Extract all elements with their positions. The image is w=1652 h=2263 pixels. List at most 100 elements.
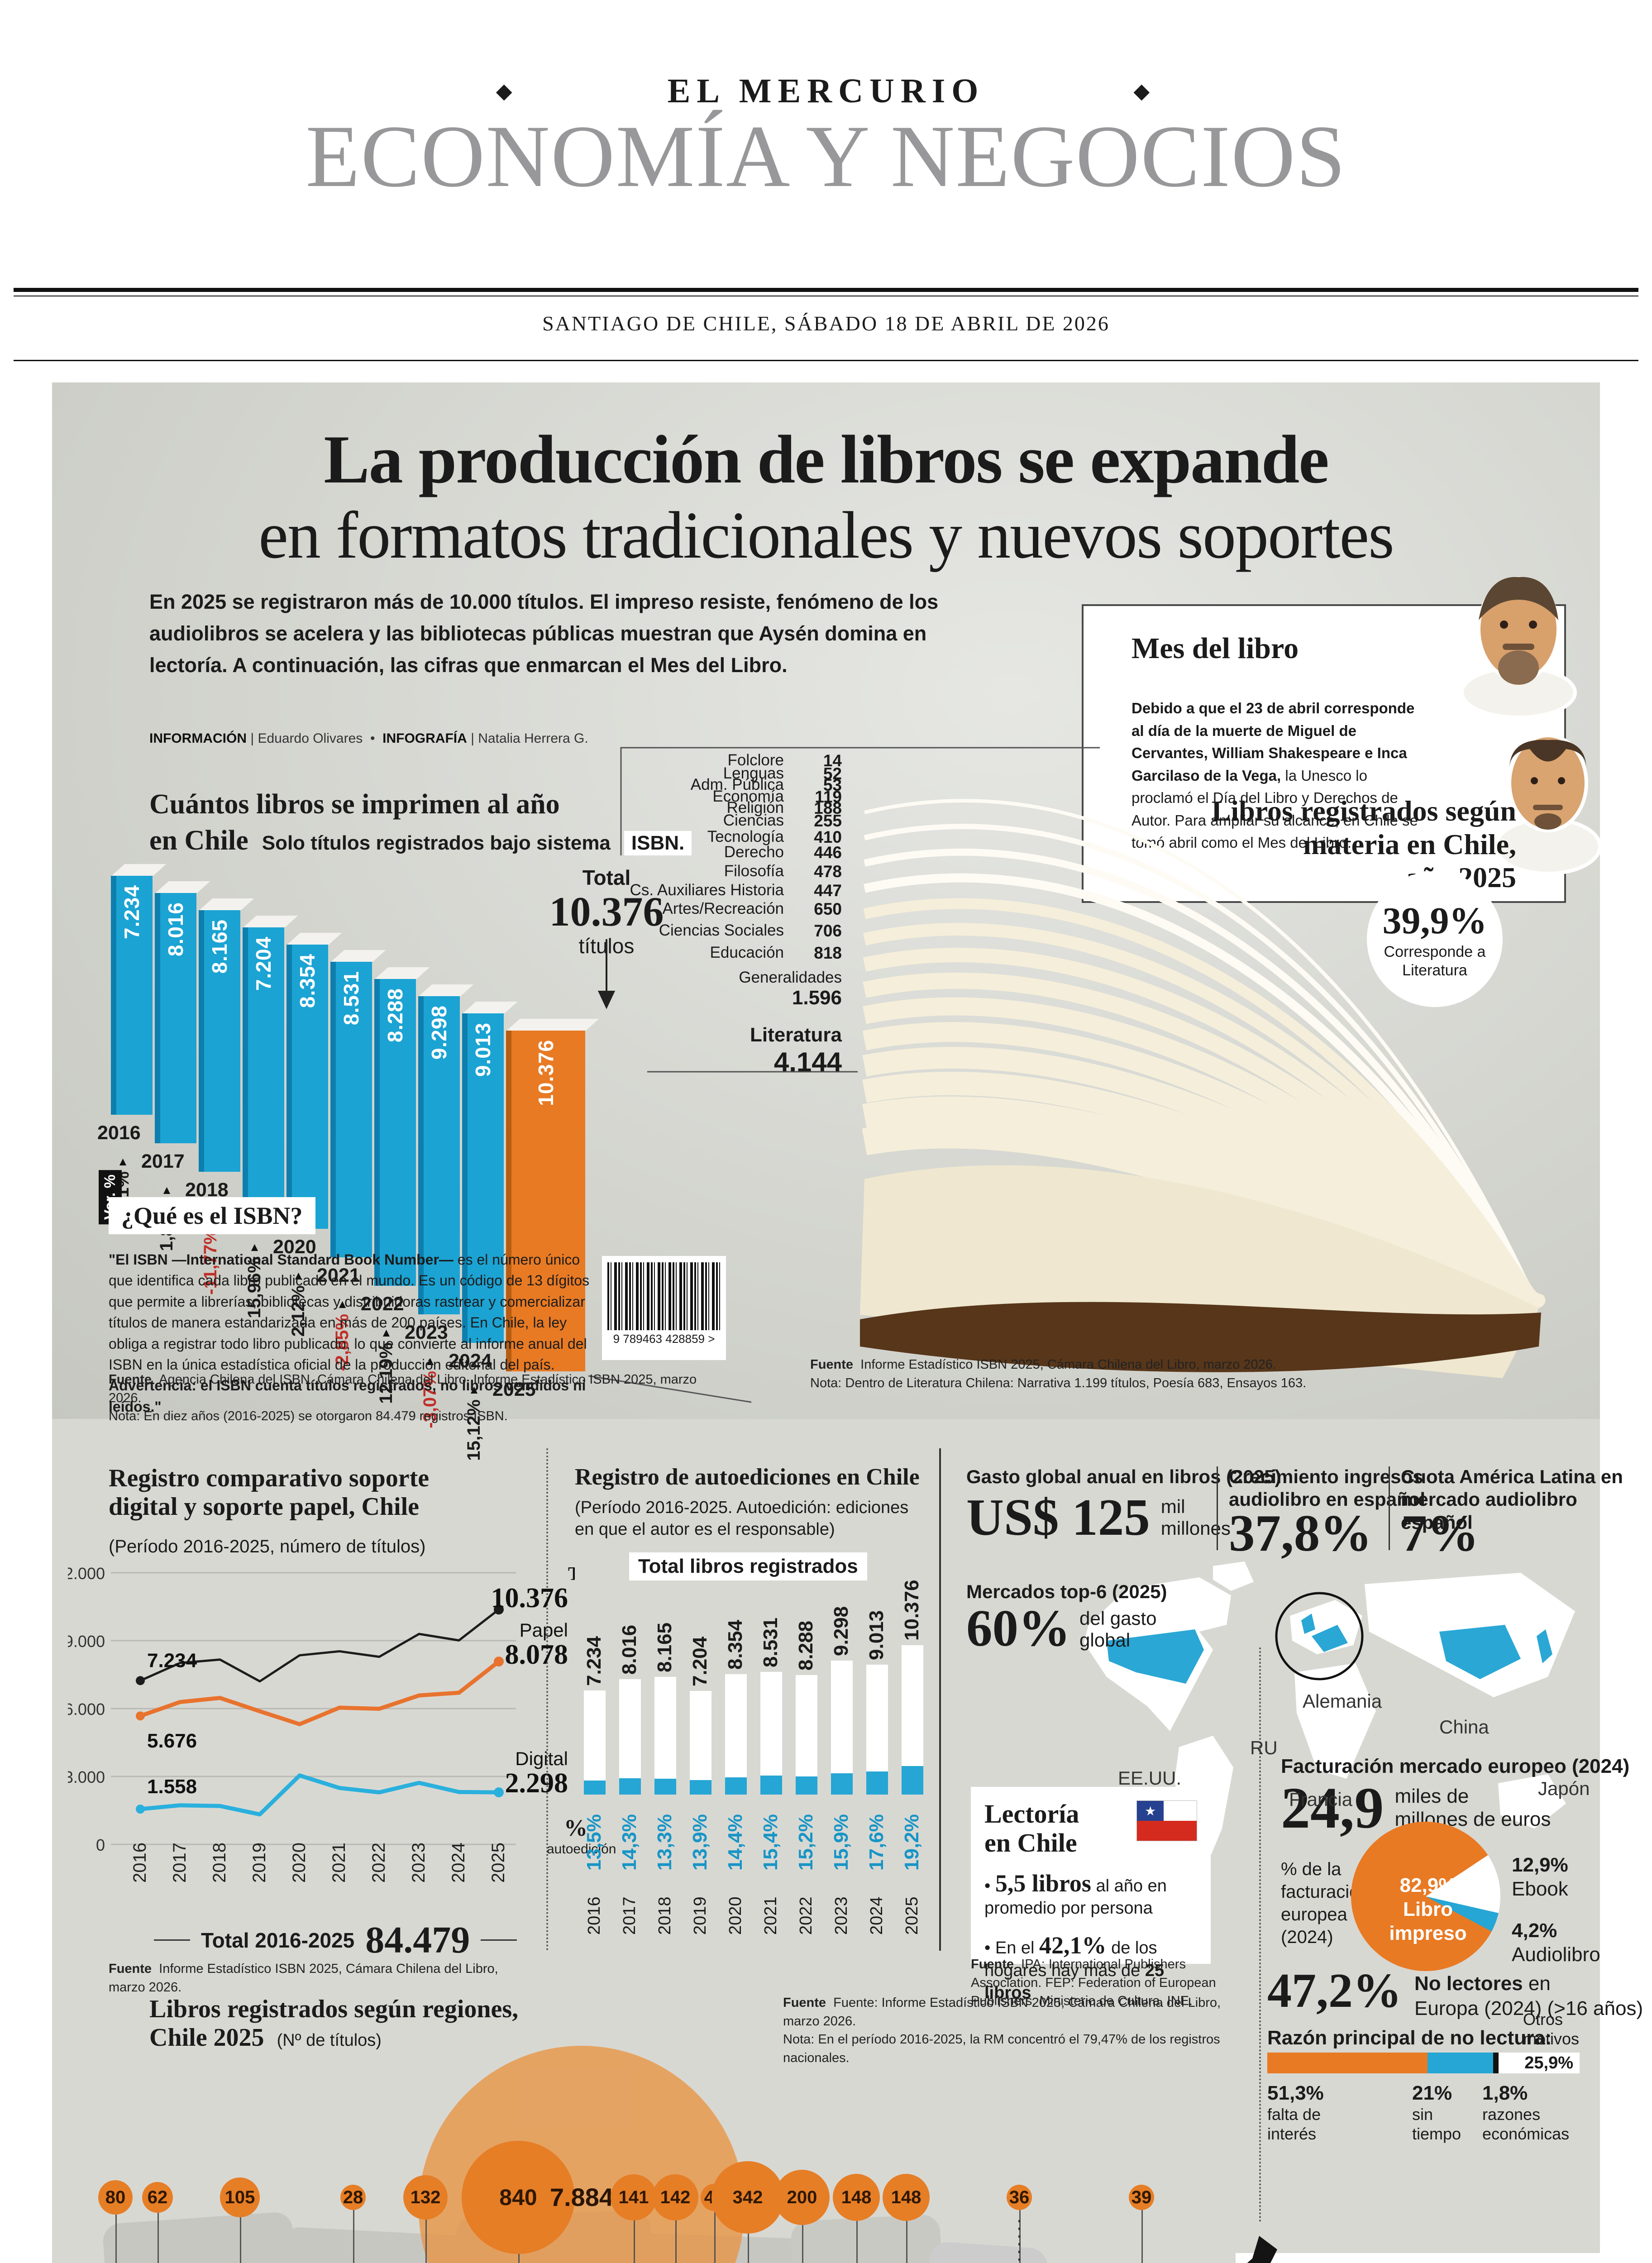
materia-row-10: Artes/Recreación 650 <box>616 900 842 919</box>
materia-label: Ciencias Sociales <box>659 921 784 939</box>
total-value: 10.376 <box>549 888 664 935</box>
razon-word: falta de <box>1267 2105 1321 2124</box>
fuente-text: Agencia Chilena del ISBN, Cámara Chilena… <box>109 1372 697 1405</box>
byline: INFORMACIÓN | Eduardo Olivares • INFOGRA… <box>149 731 588 746</box>
headline-line1: La producción de libros se expande <box>324 421 1329 497</box>
period-value: 84.479 <box>365 1919 470 1961</box>
razon-stacked-bar: 25,9% <box>1267 2053 1580 2073</box>
mes-text-bold: Debido a que el 23 de abril corresponde … <box>1132 700 1415 784</box>
series-label: 10.376 <box>491 1583 568 1614</box>
razon-pct: 21% <box>1412 2082 1452 2104</box>
materia-label: Artes/Recreación <box>662 900 784 917</box>
region-bubble-Coquimbo: 132 <box>403 2175 448 2220</box>
series-label: 5.676 <box>147 1730 197 1752</box>
region-leader-Coquimbo <box>425 2220 427 2263</box>
flag-star: ★ <box>1137 1801 1164 1821</box>
brand-name: EL MERCURIO <box>667 72 985 110</box>
europe-circle <box>1275 1592 1364 1681</box>
autoedicion-bar-2024 <box>866 1665 888 1795</box>
facturacion-unit: miles de millones de euros <box>1394 1785 1551 1830</box>
literatura-badge: 39,9% Corresponde a Literatura <box>1367 871 1503 1007</box>
materia-value: 53 <box>823 776 842 794</box>
razon-label-2: 1,8% razones económicas <box>1482 2082 1569 2144</box>
isbn-warning: Advertencia: el ISBN cuenta títulos regi… <box>109 1377 586 1415</box>
book-pages <box>506 1019 599 1031</box>
pct-label-2024: 17,6% <box>865 1814 888 1871</box>
region-leader-La Araucanía <box>802 2225 803 2263</box>
facturacion-title: Facturación mercado europeo (2024) <box>1281 1755 1630 1777</box>
autoedicion-axis-label: % autoedición <box>547 1815 616 1857</box>
region-bubble-Valparaíso: 840 <box>462 2141 575 2254</box>
series-label: 7.234 <box>147 1649 197 1671</box>
byline-sep: | <box>250 731 258 746</box>
razon-word: razones <box>1482 2105 1541 2124</box>
year-label-2023: 2023 <box>405 1322 448 1343</box>
book-2016: 7.234 <box>111 864 167 1115</box>
autoedicion-share <box>866 1771 888 1795</box>
book-2023: 9.298 <box>418 984 474 1314</box>
total-label-2025: 10.376 <box>901 1580 923 1641</box>
chile-flag: ★ <box>1136 1800 1197 1841</box>
region-bubble-La Araucanía: 200 <box>774 2170 830 2225</box>
usa-highlight <box>1107 1629 1204 1684</box>
up-arrow-icon: ▲ <box>117 1155 129 1168</box>
series-label: 2.298 <box>505 1768 568 1799</box>
facturacion-value-row: 24,9 miles de millones de euros <box>1281 1779 1551 1838</box>
x-tick: 2023 <box>409 1843 429 1883</box>
isbn-chart-title2: en Chile <box>149 825 248 856</box>
materia-label: Economía <box>712 788 784 805</box>
diamond-icon: ◆ <box>496 80 518 102</box>
fuente-text: Informe Estadístico ISBN 2025, Cámara Ch… <box>860 1357 1276 1372</box>
total-label-2024: 9.013 <box>865 1610 888 1660</box>
isbn-barcode: 9 789463 428859 > <box>602 1256 726 1360</box>
lectoria-bullet2: • En el 42,1% de los hogares hay más de … <box>984 1932 1165 2003</box>
book-value-label: 9.013 <box>471 1022 495 1077</box>
year-label-auto-2020: 2020 <box>726 1896 745 1935</box>
snbp-title: Préstamos en el Sistema Nacional de Bibl… <box>109 2261 1039 2263</box>
book-value-label: 8.016 <box>164 902 187 957</box>
no-lectores-row: 47,2% No lectores en Europa (2024) (>16 a… <box>1267 1967 1643 2021</box>
razon-segment-3: 25,9% <box>1499 2053 1580 2073</box>
materia-label: Lenguas <box>723 764 784 782</box>
book-2019: 7.204 <box>243 916 298 1200</box>
series-label: 8.078 <box>505 1639 568 1670</box>
digital-line <box>140 1773 499 1817</box>
dateline: SANTIAGO DE CHILE, SÁBADO 18 DE ABRIL DE… <box>542 312 1110 335</box>
nota-text: Nota: En el período 2016-2025, la RM con… <box>783 2032 1220 2065</box>
period-label: Total 2016-2025 <box>201 1928 355 1952</box>
materia-value: 4.144 <box>773 1047 842 1077</box>
materia-label: Literatura <box>750 1024 842 1046</box>
region-leader-Atacama <box>353 2210 354 2263</box>
total-label-2019: 7.204 <box>689 1636 711 1686</box>
isbn-body-text: es el número único que identifica cada l… <box>109 1251 590 1373</box>
lectoria-box: Lectoría en Chile ★ • 5,5 libros al año e… <box>971 1787 1211 2002</box>
rule <box>154 1939 190 1941</box>
series-label: Papel <box>520 1619 568 1641</box>
autoedicion-share <box>619 1778 641 1795</box>
facturacion-pie <box>1351 1822 1500 1971</box>
total-label-2023: 9.298 <box>830 1606 852 1656</box>
up-arrow-icon: ▲ <box>248 1240 261 1254</box>
region-bubble-Arica y Parinacota: 80 <box>98 2180 133 2215</box>
map-label-EE.UU.: EE.UU. <box>1118 1767 1182 1789</box>
rule <box>481 1939 517 1941</box>
autoedicion-share <box>760 1776 782 1795</box>
pie-label-audiolibro: 4,2% Audiolibro <box>1512 1919 1600 1966</box>
var-pct-2020: ▲ 15,96% <box>244 1240 265 1318</box>
map-label-Alemania: Alemania <box>1303 1690 1382 1712</box>
year-label-auto-2023: 2023 <box>832 1896 851 1935</box>
materia-row-11: Ciencias Sociales 706 <box>616 921 842 941</box>
diamond-icon: ◆ <box>1134 80 1156 102</box>
year-label-auto-2017: 2017 <box>620 1896 639 1935</box>
isbn-lead: "El ISBN —International Standard Book Nu… <box>109 1251 454 1268</box>
materia-fuente: Fuente Informe Estadístico ISBN 2025, Cá… <box>810 1357 1307 1390</box>
france-germany-highlight <box>1312 1625 1348 1652</box>
region-leader-Maule <box>675 2220 677 2263</box>
materia-value: 119 <box>815 788 842 806</box>
materia-title-l1: Libros registrados según <box>1211 795 1516 827</box>
book-spine <box>462 1013 504 1343</box>
writers-portraits <box>1460 577 1600 875</box>
pct-label-2020: 14,4% <box>724 1814 746 1871</box>
byline-sep: | <box>471 731 478 746</box>
book-spine <box>199 910 240 1172</box>
